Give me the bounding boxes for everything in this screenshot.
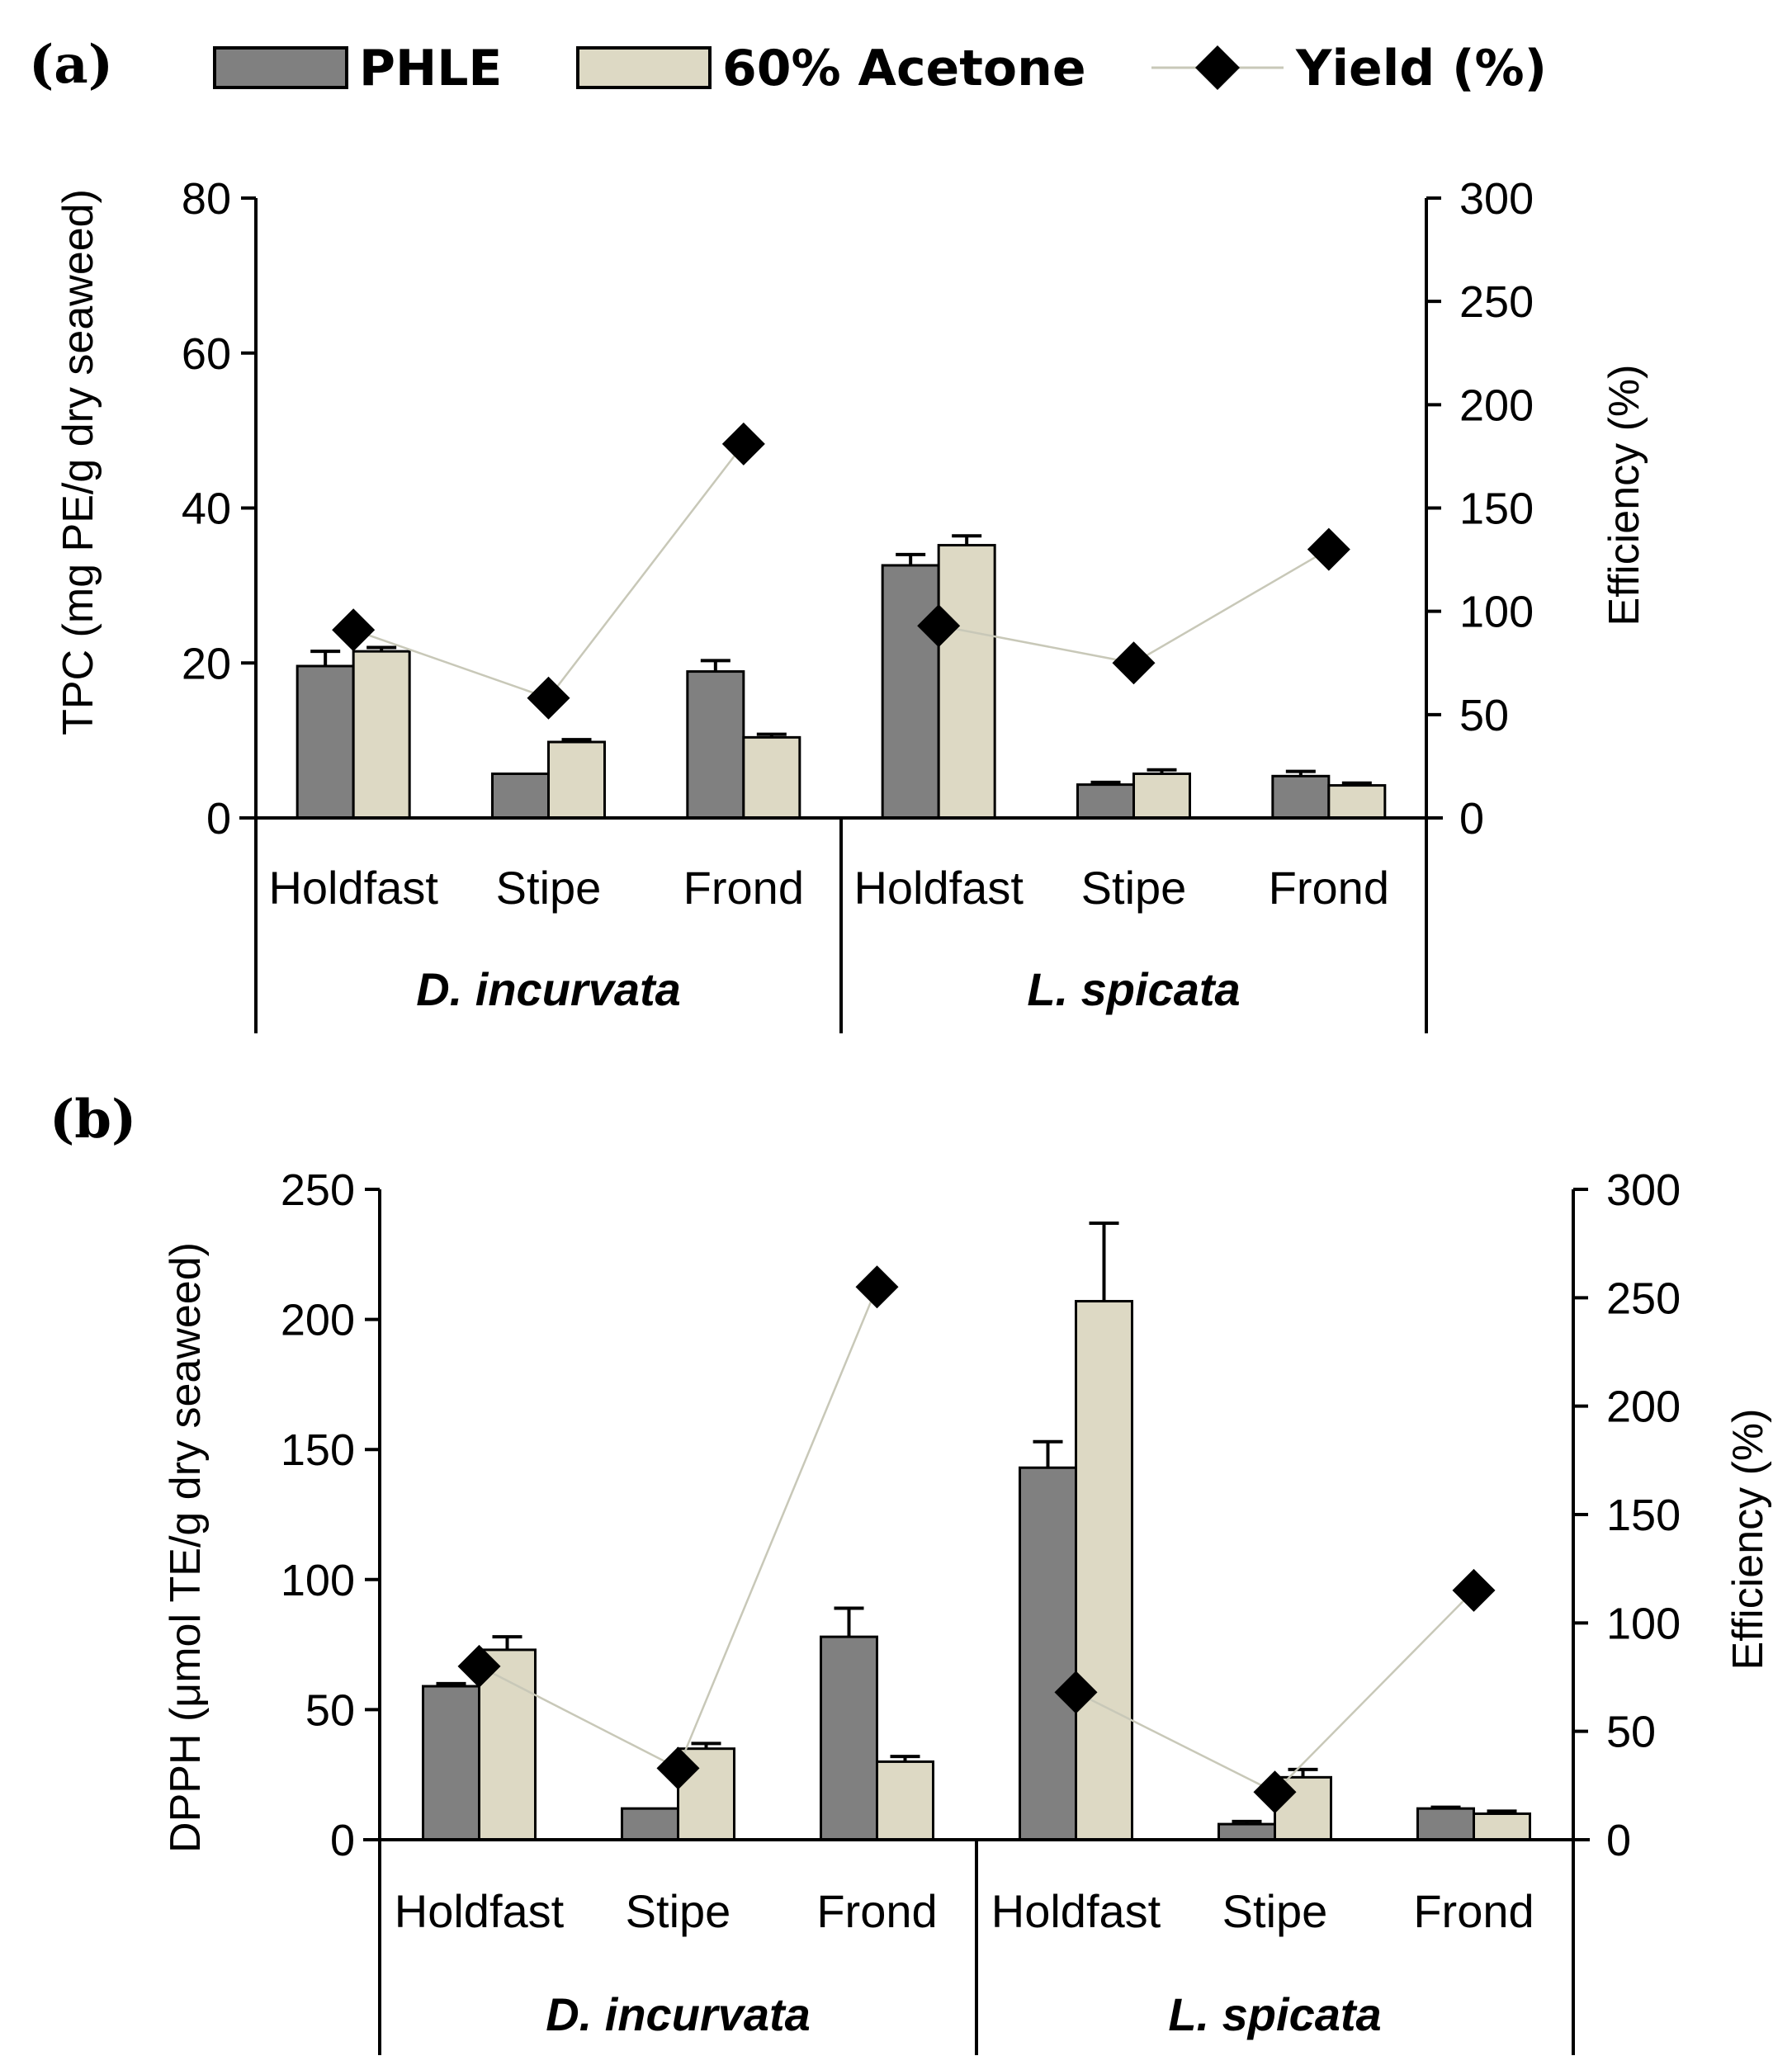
yield-marker [1307, 527, 1350, 571]
legend-swatch-acetone [576, 46, 712, 89]
category-label: Stipe [496, 862, 602, 914]
group-label: D. incurvata [416, 963, 681, 1015]
left-tick-label: 60 [182, 329, 231, 379]
bar-phle [491, 772, 550, 820]
right-axis-title: Efficiency (%) [1601, 365, 1648, 626]
category-label: Stipe [1081, 862, 1187, 914]
right-tick-label: 150 [1459, 484, 1534, 534]
right-tick-label: 200 [1459, 380, 1534, 430]
right-tick-label: 300 [1459, 174, 1534, 224]
legend-label-phle: PHLE [359, 40, 502, 97]
yield-marker [1253, 1770, 1297, 1814]
bar-phle [621, 1807, 679, 1841]
bar-acetone [1075, 1300, 1133, 1841]
yield-line-2 [1075, 1590, 1475, 1794]
yield-marker [656, 1746, 700, 1790]
right-tick-label: 250 [1459, 277, 1534, 327]
yield-marker [457, 1644, 501, 1688]
bar-phle [1076, 783, 1135, 820]
group-label: D. incurvata [546, 1988, 811, 2040]
left-tick-label: 0 [330, 1816, 355, 1865]
bar-phle [820, 1635, 878, 1841]
category-label: Stipe [1222, 1885, 1328, 1937]
bar-acetone [547, 740, 606, 820]
yield-line-1 [352, 443, 745, 700]
left-axis-title: DPPH (μmol TE/g dry seaweed) [162, 1242, 210, 1853]
bar-acetone [1132, 772, 1191, 820]
chart-panel-b: (b) 0 50 100 150 200 250 DPPH (μmol TE/g dry se… [50, 1089, 1772, 2055]
bar-acetone [937, 544, 996, 820]
bar-acetone [352, 650, 411, 820]
bar-acetone [1473, 1812, 1531, 1841]
category-label: Frond [683, 862, 804, 914]
bar-acetone [876, 1760, 934, 1841]
left-tick-label: 40 [182, 484, 231, 534]
bar-acetone [1274, 1775, 1332, 1841]
right-tick-label: 100 [1606, 1599, 1681, 1648]
category-label: Frond [1413, 1885, 1534, 1937]
category-label: Holdfast [395, 1885, 565, 1937]
yield-marker [527, 676, 570, 720]
left-tick-label: 200 [281, 1296, 355, 1345]
bar-phle [1019, 1466, 1077, 1841]
yield-line-1 [478, 1286, 878, 1770]
category-label: Holdfast [853, 862, 1024, 914]
bar-phle [296, 664, 355, 820]
left-tick-label: 50 [305, 1685, 355, 1735]
bar-phle [686, 670, 745, 820]
legend: PHLE 60% Acetone Yield (%) [213, 40, 1547, 97]
category-label: Holdfast [268, 862, 438, 914]
bar-phle [1218, 1822, 1276, 1841]
right-tick-label: 100 [1459, 588, 1534, 637]
bar-acetone [742, 735, 801, 820]
group-label: L. spicata [1168, 1988, 1381, 2040]
left-tick-label: 150 [281, 1425, 355, 1475]
bar-phle [1416, 1807, 1475, 1841]
yield-marker [917, 604, 961, 648]
bar-phle [1271, 774, 1331, 820]
right-tick-label: 50 [1606, 1708, 1656, 1757]
group-label: L. spicata [1027, 963, 1240, 1015]
category-label: Frond [816, 1885, 937, 1937]
left-tick-label: 80 [182, 174, 231, 224]
category-label: Stipe [626, 1885, 731, 1937]
yield-marker [721, 422, 765, 466]
left-tick-label: 20 [182, 639, 231, 688]
left-tick-label: 0 [206, 794, 231, 844]
bar-acetone [1327, 784, 1387, 820]
right-tick-label: 150 [1606, 1491, 1681, 1540]
right-tick-label: 300 [1606, 1165, 1681, 1215]
left-tick-label: 100 [281, 1556, 355, 1605]
right-axis-title: Efficiency (%) [1724, 1409, 1772, 1671]
right-tick-label: 50 [1459, 691, 1509, 740]
left-axis-title: TPC (mg PE/g dry seaweed) [54, 189, 102, 735]
chart-panel-a: (a) 0 20 40 60 80 TPC (mg PE/g dry seaweed) 0 50… [29, 34, 1648, 1033]
category-label: Frond [1269, 862, 1389, 914]
bar-phle [881, 564, 940, 820]
category-label: Holdfast [991, 1885, 1161, 1937]
right-tick-label: 250 [1606, 1274, 1681, 1323]
legend-label-acetone: 60% Acetone [722, 40, 1086, 97]
left-tick-label: 250 [281, 1165, 355, 1215]
panel-label: (b) [50, 1089, 136, 1151]
right-tick-label: 0 [1606, 1816, 1631, 1865]
legend-label-yield: Yield (%) [1295, 40, 1547, 97]
yield-marker [1112, 641, 1156, 685]
right-tick-label: 200 [1606, 1382, 1681, 1432]
yield-marker [332, 608, 376, 652]
right-tick-label: 0 [1459, 794, 1484, 844]
panel-label: (a) [29, 34, 113, 96]
legend-swatch-phle [213, 46, 348, 89]
yield-marker [1054, 1671, 1098, 1714]
yield-marker [855, 1265, 899, 1309]
bar-phle [422, 1685, 480, 1841]
legend-marker-yield [1195, 45, 1240, 90]
yield-marker [1452, 1568, 1496, 1612]
